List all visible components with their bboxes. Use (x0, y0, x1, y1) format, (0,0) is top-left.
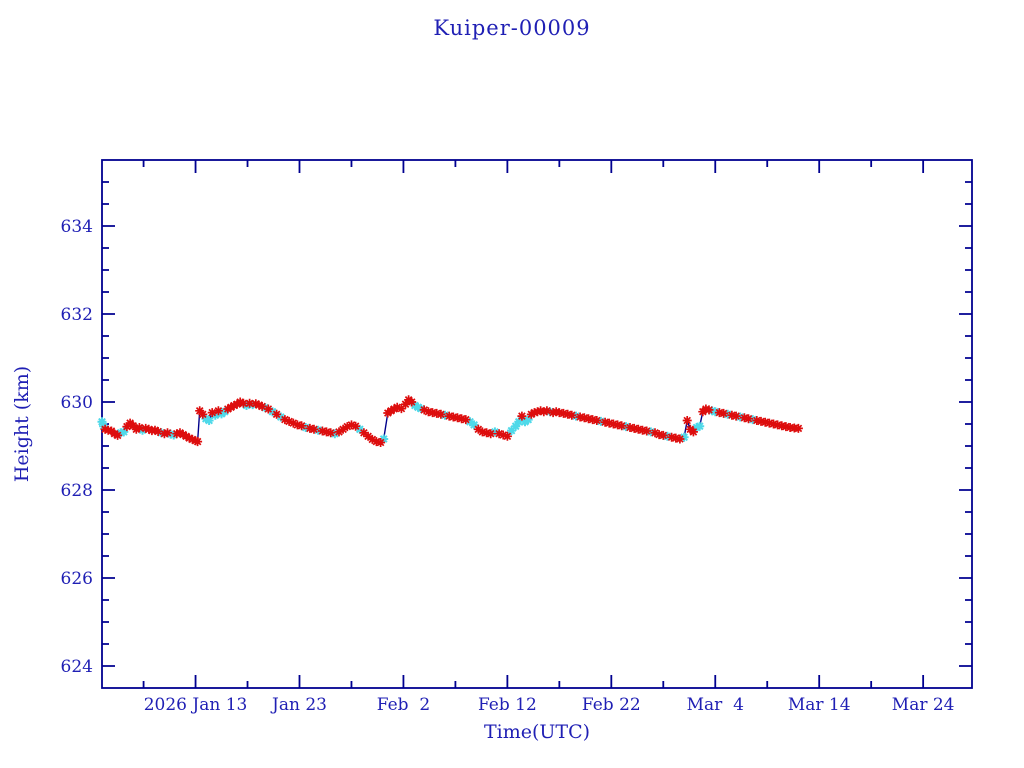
x-tick-label: Jan 23 (270, 695, 327, 715)
x-axis-title: Time(UTC) (483, 721, 591, 743)
y-tick-label: 626 (61, 569, 93, 589)
markers-red (100, 395, 803, 447)
axis-ticks (102, 160, 972, 688)
x-tick-label: Mar 14 (788, 695, 851, 715)
y-tick-label: 634 (61, 217, 93, 237)
y-tick-label: 624 (61, 657, 93, 677)
chart-title: Kuiper-00009 (433, 16, 591, 40)
y-tick-label: 628 (61, 481, 93, 501)
axis-frame (101, 159, 973, 689)
x-tick-label: Feb 2 (377, 695, 430, 715)
x-tick-label: Mar 24 (892, 695, 955, 715)
x-tick-label: Feb 12 (478, 695, 537, 715)
y-tick-label: 632 (61, 305, 93, 325)
x-tick-label: Feb 22 (582, 695, 641, 715)
x-tick-label: Mar 4 (687, 695, 744, 715)
markers-cyan (97, 400, 758, 444)
x-tick-label: 2026 Jan 13 (144, 695, 248, 715)
y-tick-label: 630 (61, 393, 93, 413)
